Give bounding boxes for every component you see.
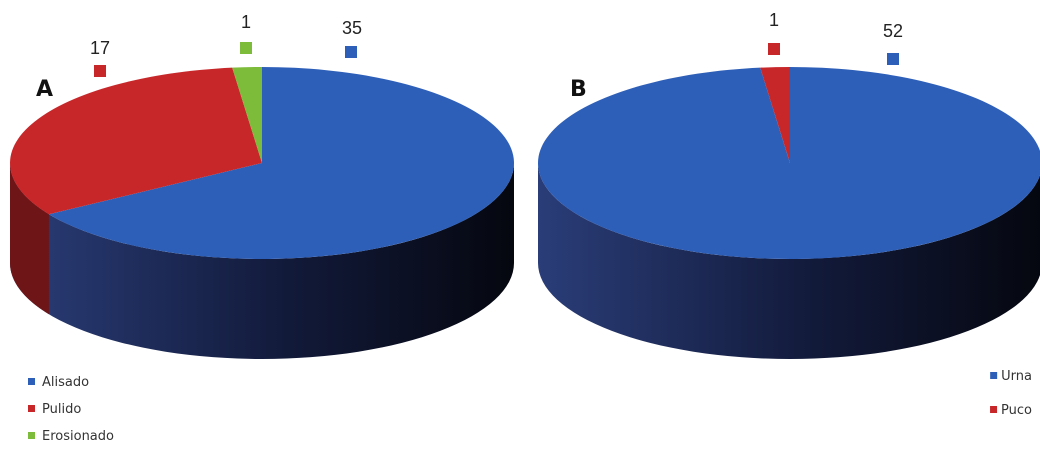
legend-swatch-puco [990, 406, 998, 413]
data-label-alisado: 35 [342, 18, 362, 38]
data-label-marker [887, 53, 899, 65]
data-label-marker [94, 65, 106, 77]
pie-chart-a: A 35 17 1 Alisado Pulido Erosionado [9, 12, 515, 444]
legend-swatch-erosionado [28, 432, 35, 439]
pie-slice-alisado [48, 67, 515, 259]
legend-swatch-urna [990, 372, 998, 379]
pie-a-legend: Alisado Pulido Erosionado [28, 375, 114, 444]
data-label-puco: 1 [769, 10, 779, 30]
data-label-marker [345, 46, 357, 58]
pie-b-legend: Urna Puco [990, 369, 1032, 418]
pie-b-slices [538, 67, 1040, 359]
pie-b-data-labels: 52 1 [768, 10, 903, 65]
pie-slice-urna [538, 67, 1040, 259]
data-label-marker [240, 42, 252, 54]
pie-slice-pulido [9, 67, 262, 215]
pie-slice-side-pulido [10, 163, 49, 315]
legend-label-pulido: Pulido [42, 402, 81, 417]
data-label-urna: 52 [883, 21, 903, 41]
pie-a-data-labels: 35 17 1 [90, 12, 362, 77]
panel-label-a: A [36, 77, 53, 102]
pie-side-wall [10, 163, 514, 359]
data-label-erosionado: 1 [241, 12, 251, 32]
legend-swatch-pulido [28, 405, 35, 412]
pie-a-slices [9, 67, 515, 359]
pie-side-wall [538, 163, 1040, 359]
legend-label-alisado: Alisado [42, 375, 89, 390]
pie-slice-puco [760, 67, 790, 163]
pie-chart-b: B 52 1 Urna Puco [538, 10, 1040, 418]
data-label-pulido: 17 [90, 38, 110, 58]
data-label-marker [768, 43, 780, 55]
legend-label-urna: Urna [1001, 369, 1032, 384]
legend-label-puco: Puco [1001, 403, 1032, 418]
pie-slice-erosionado [232, 67, 262, 163]
legend-label-erosionado: Erosionado [42, 429, 114, 444]
panel-label-b: B [570, 77, 587, 102]
legend-swatch-alisado [28, 378, 35, 385]
